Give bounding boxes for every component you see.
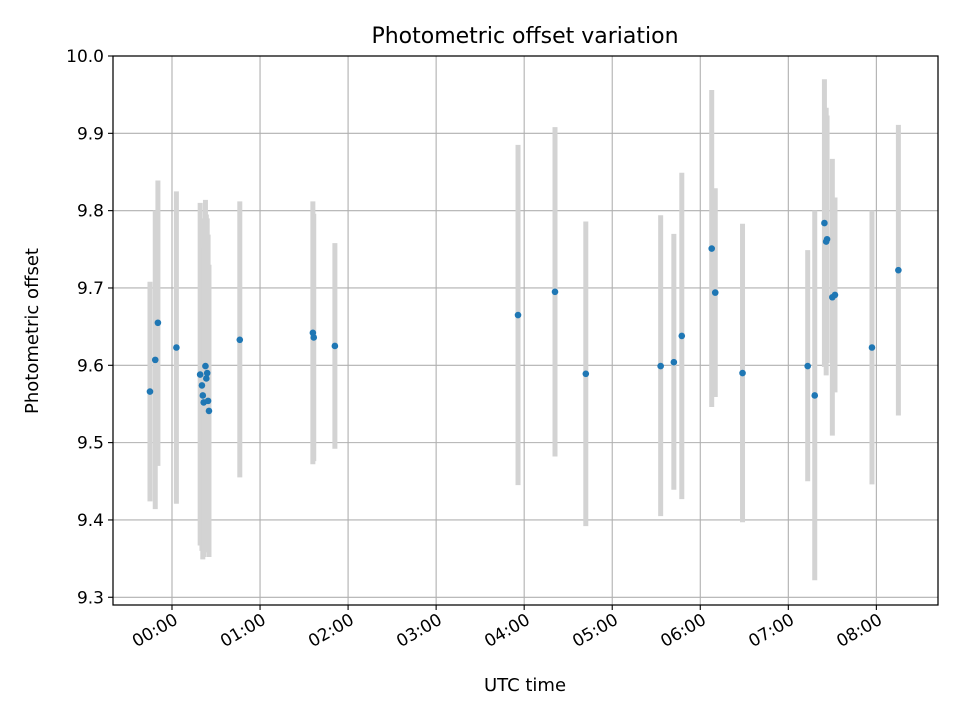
y-tick-label: 9.7 (77, 279, 104, 299)
data-point (198, 382, 206, 389)
data-point (670, 358, 678, 366)
data-point (821, 219, 828, 227)
chart-title: Photometric offset variation (371, 24, 678, 49)
data-point (711, 289, 719, 296)
data-points (146, 219, 902, 415)
y-tick-label: 9.6 (77, 356, 104, 376)
data-point (154, 319, 162, 327)
data-point (204, 397, 212, 405)
y-tick-label: 9.3 (77, 588, 104, 608)
y-tick-label: 9.4 (77, 511, 104, 531)
data-point (811, 392, 819, 399)
data-point (236, 336, 244, 344)
y-tick-label: 9.5 (77, 434, 104, 454)
data-point (823, 235, 831, 243)
data-point (514, 311, 522, 319)
data-point (657, 362, 664, 370)
data-point (146, 388, 154, 395)
data-point (804, 362, 811, 370)
data-point (739, 369, 746, 377)
data-point (708, 245, 716, 252)
data-point (151, 356, 159, 364)
data-point (831, 291, 839, 299)
data-point (582, 370, 590, 378)
y-axis-label: Photometric offset (22, 248, 43, 414)
y-tick-label: 9.9 (77, 124, 104, 144)
data-point (202, 362, 209, 370)
x-axis-label: UTC time (484, 675, 566, 696)
data-point (203, 375, 210, 382)
data-point (331, 342, 339, 350)
data-point (196, 371, 204, 378)
data-point (868, 344, 876, 351)
y-tick-label: 10.0 (66, 47, 104, 67)
data-point (203, 369, 211, 377)
data-point (199, 392, 207, 399)
data-point (173, 344, 180, 351)
data-point (895, 266, 902, 274)
data-point (205, 407, 213, 415)
data-point (310, 334, 318, 341)
data-point (551, 288, 559, 296)
y-tick-label: 9.8 (77, 202, 104, 222)
data-point (678, 332, 686, 340)
plot-frame (112, 55, 939, 606)
grid (113, 55, 938, 605)
y-axis-ticks: 9.3 9.4 9.5 9.6 9.7 9.8 9.9 10.0 (66, 47, 113, 608)
